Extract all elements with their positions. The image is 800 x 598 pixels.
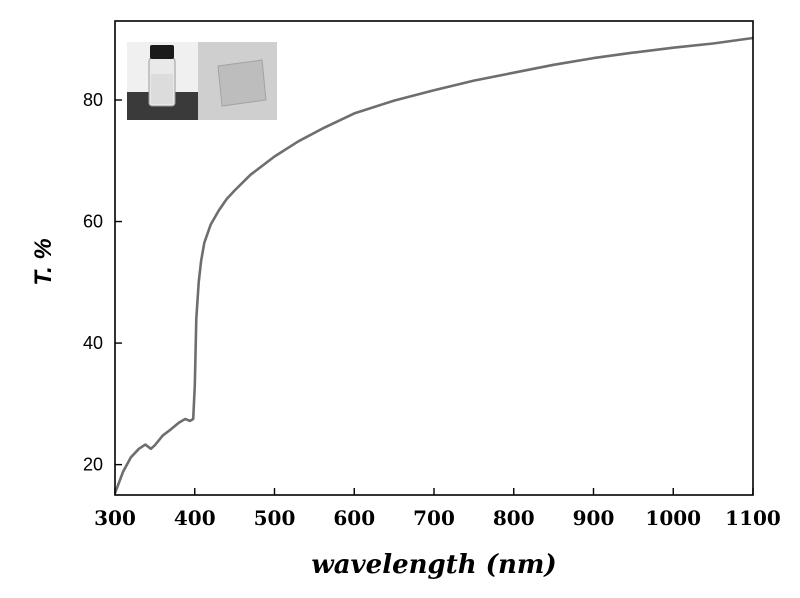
inset-photo — [127, 42, 277, 120]
y-tick-label: 80 — [83, 90, 103, 110]
film-sample — [217, 59, 267, 107]
y-axis-ticks: 20 40 60 80 — [83, 90, 122, 475]
vial-cap — [150, 45, 174, 59]
x-tick-label: 1100 — [725, 506, 781, 530]
x-tick-label: 1000 — [645, 506, 701, 530]
x-axis-ticks: 300 400 500 600 700 800 900 1000 1100 — [94, 488, 781, 530]
vial-liquid — [151, 74, 173, 104]
y-tick-label: 40 — [83, 333, 103, 353]
x-tick-label: 700 — [413, 506, 455, 530]
x-tick-label: 500 — [254, 506, 296, 530]
x-tick-label: 800 — [493, 506, 535, 530]
y-tick-label: 20 — [83, 455, 103, 475]
series-line — [113, 36, 754, 494]
x-tick-label: 900 — [573, 506, 615, 530]
y-axis-title: T. % — [30, 238, 57, 286]
x-tick-label: 400 — [174, 506, 216, 530]
x-tick-label: 600 — [333, 506, 375, 530]
x-axis-title: wavelength (nm) — [311, 550, 556, 580]
x-tick-label: 300 — [94, 506, 136, 530]
plot-frame — [114, 20, 754, 496]
y-tick-label: 60 — [83, 212, 103, 232]
